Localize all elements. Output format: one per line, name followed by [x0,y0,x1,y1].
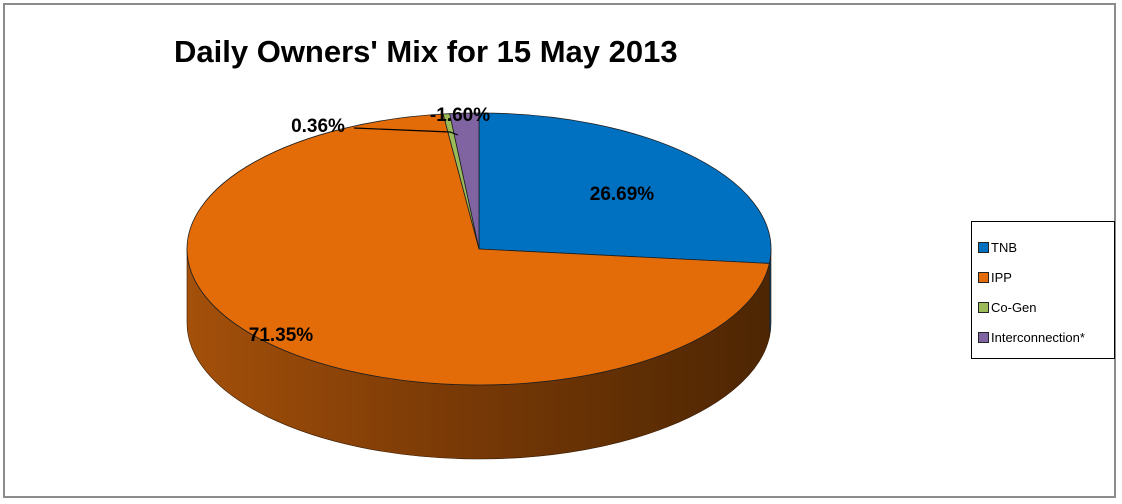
legend-swatch-co-gen [978,301,989,313]
legend-label-ipp: IPP [991,269,1012,285]
pie-slice-tnb [478,112,772,264]
legend-item-interconnection: Interconnection* [972,322,1114,352]
data-label-ipp: 71.35% [249,325,314,346]
data-label-interconnection: -1.60% [430,105,490,126]
legend-item-ipp: IPP [972,262,1114,292]
legend-label-interconnection: Interconnection* [991,329,1085,345]
data-label-tnb: 26.69% [590,184,655,205]
legend-swatch-tnb [978,241,989,253]
chart-title: Daily Owners' Mix for 15 May 2013 [174,34,678,69]
data-label-co-gen: 0.36% [291,116,345,137]
pie-slice-interconnection [449,112,480,250]
legend-swatch-interconnection [978,331,989,343]
legend-swatch-ipp [978,271,989,283]
pie-slice-ipp [186,113,770,386]
legend-label-co-gen: Co-Gen [991,299,1037,315]
legend-item-tnb: TNB [972,232,1114,262]
legend: TNB IPP Co-Gen Interconnection* [971,221,1115,359]
leader-line-co-gen [353,127,459,136]
legend-label-tnb: TNB [991,239,1017,255]
legend-item-co-gen: Co-Gen [972,292,1114,322]
